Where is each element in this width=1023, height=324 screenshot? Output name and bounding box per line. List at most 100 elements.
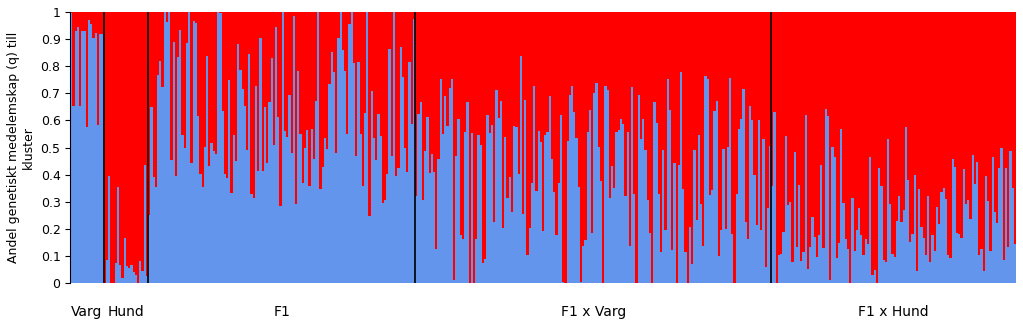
Bar <box>843 12 845 203</box>
Bar <box>571 12 573 86</box>
Text: F1 x Varg: F1 x Varg <box>561 305 626 319</box>
Bar <box>518 12 520 174</box>
Bar <box>902 210 904 283</box>
Bar <box>949 258 951 283</box>
Bar <box>148 215 150 283</box>
Bar <box>455 156 457 283</box>
Bar <box>692 12 694 264</box>
Bar <box>535 12 537 191</box>
Bar <box>71 13 73 283</box>
Bar <box>204 12 206 146</box>
Bar <box>637 12 640 95</box>
Bar <box>686 12 688 283</box>
Bar <box>613 188 616 283</box>
Bar <box>215 154 217 283</box>
Bar <box>764 267 767 283</box>
Bar <box>253 12 255 198</box>
Bar <box>669 110 671 283</box>
Bar <box>656 12 658 123</box>
Bar <box>173 42 175 283</box>
Bar <box>177 12 179 57</box>
Bar <box>569 95 571 283</box>
Bar <box>796 12 798 247</box>
Bar <box>306 130 308 283</box>
Bar <box>462 12 464 238</box>
Bar <box>914 175 916 283</box>
Bar <box>756 12 758 225</box>
Bar <box>791 262 794 283</box>
Bar <box>88 20 90 283</box>
Bar <box>700 12 702 204</box>
Bar <box>713 111 716 283</box>
Bar <box>522 12 524 214</box>
Bar <box>789 12 791 202</box>
Bar <box>883 260 885 283</box>
Bar <box>338 38 340 283</box>
Bar <box>678 165 680 283</box>
Bar <box>415 12 417 196</box>
Bar <box>504 12 506 137</box>
Bar <box>349 12 351 24</box>
Bar <box>302 183 304 283</box>
Bar <box>843 203 845 283</box>
Bar <box>382 12 384 203</box>
Bar <box>466 12 469 102</box>
Bar <box>408 62 410 283</box>
Bar <box>934 12 936 250</box>
Bar <box>985 12 987 176</box>
Bar <box>117 12 120 187</box>
Bar <box>891 12 894 254</box>
Bar <box>754 12 756 175</box>
Bar <box>489 133 491 283</box>
Bar <box>283 12 286 131</box>
Bar <box>446 12 448 126</box>
Bar <box>190 163 192 283</box>
Bar <box>355 12 357 156</box>
Bar <box>476 12 478 239</box>
Bar <box>669 12 671 110</box>
Bar <box>139 261 141 283</box>
Bar <box>785 12 787 136</box>
Bar <box>575 12 578 138</box>
Bar <box>916 12 918 271</box>
Bar <box>609 12 611 198</box>
Bar <box>544 134 546 283</box>
Bar <box>825 12 827 109</box>
Bar <box>459 236 462 283</box>
Bar <box>578 187 580 283</box>
Bar <box>866 12 870 244</box>
Bar <box>480 12 482 145</box>
Bar <box>146 275 148 283</box>
Bar <box>433 12 435 172</box>
Bar <box>751 12 754 120</box>
Bar <box>894 257 896 283</box>
Bar <box>847 249 849 283</box>
Bar <box>402 12 404 77</box>
Bar <box>688 227 692 283</box>
Bar <box>160 12 162 61</box>
Bar <box>671 250 673 283</box>
Bar <box>720 230 722 283</box>
Bar <box>230 12 232 193</box>
Bar <box>1000 12 1003 148</box>
Bar <box>359 12 362 134</box>
Bar <box>241 12 243 89</box>
Bar <box>909 12 911 242</box>
Bar <box>736 12 738 194</box>
Bar <box>150 12 152 107</box>
Bar <box>90 24 92 283</box>
Bar <box>482 263 484 283</box>
Bar <box>762 12 764 139</box>
Bar <box>573 112 575 283</box>
Bar <box>451 12 453 79</box>
Bar <box>929 12 932 262</box>
Bar <box>206 56 209 283</box>
Bar <box>419 102 421 283</box>
Bar <box>909 242 911 283</box>
Bar <box>514 12 516 126</box>
Bar <box>953 12 955 167</box>
Bar <box>313 158 315 283</box>
Bar <box>551 159 553 283</box>
Bar <box>820 12 822 165</box>
Bar <box>558 12 560 182</box>
